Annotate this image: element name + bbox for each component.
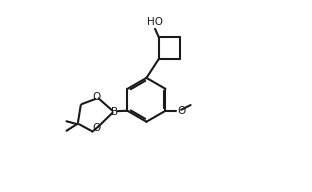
Text: HO: HO [147,17,163,27]
Text: O: O [178,106,186,116]
Text: O: O [93,123,101,133]
Text: B: B [110,107,118,117]
Text: O: O [93,92,101,102]
